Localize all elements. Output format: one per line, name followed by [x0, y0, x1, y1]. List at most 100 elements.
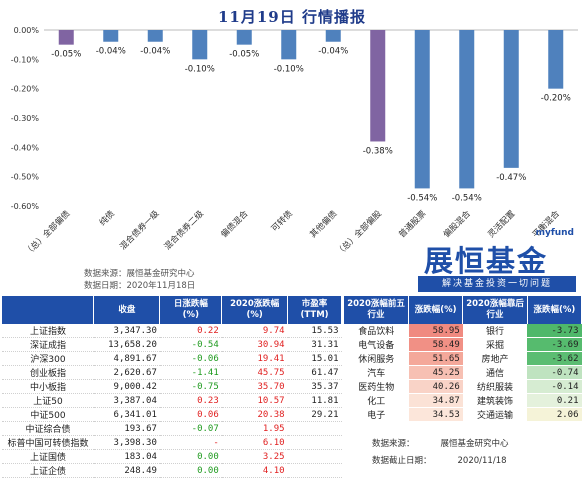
y-tick-label: -0.40% — [11, 143, 40, 152]
index-day-change: -0.75 — [159, 379, 222, 394]
top-sector-name: 休闲服务 — [344, 351, 409, 366]
data-label: -0.10% — [274, 64, 304, 74]
index-pe — [287, 421, 342, 436]
index-ytd-change: 9.74 — [221, 324, 288, 338]
index-close: 9,000.42 — [93, 379, 160, 394]
index-pe: 35.37 — [287, 379, 342, 394]
category-label: 可转债 — [269, 208, 295, 234]
index-day-change: - — [159, 435, 222, 450]
index-day-change: 0.06 — [159, 407, 222, 422]
index-pe — [287, 463, 342, 478]
bar — [503, 30, 519, 168]
bar — [236, 30, 252, 45]
data-label: -0.47% — [496, 173, 526, 183]
bottom-sector-name: 通信 — [462, 365, 528, 380]
bottom-sector-change: -3.69 — [527, 337, 582, 352]
bar — [548, 30, 564, 89]
bar — [325, 30, 341, 42]
data-label: -0.38% — [363, 146, 393, 156]
date-line: 数据日期：2020年11月18日 — [84, 281, 196, 291]
sector-row: 休闲服务 51.65 房地产 -3.62 — [344, 351, 582, 366]
index-pe — [287, 449, 342, 464]
header-pe: 市盈率 (TTM) — [287, 296, 342, 324]
index-ytd-change: 45.75 — [221, 365, 288, 380]
index-pe — [287, 435, 342, 450]
bottom-sector-change: 0.21 — [527, 393, 582, 408]
index-day-change: 0.00 — [159, 449, 222, 464]
bar — [459, 30, 475, 189]
bar — [58, 30, 74, 45]
index-name: 深证成指 — [2, 337, 94, 352]
bottom-sector-change: -3.73 — [527, 324, 582, 338]
brand-logo: myfund 展恒基金 解决基金投资一切问题 — [410, 228, 582, 294]
index-close: 248.49 — [93, 463, 160, 478]
bar-chart: 0.00% -0.10% -0.20% -0.30% -0.40% -0.50% -0.60… — [11, 26, 578, 258]
index-ytd-change: 6.10 — [221, 435, 288, 450]
index-day-change: -0.54 — [159, 337, 222, 352]
category-label: 偏债混合 — [219, 208, 251, 240]
chart-source: 数据来源：展恒基金研究中心 数据日期：2020年11月18日 — [84, 268, 195, 292]
index-row: 中证综合债 193.67 -0.07 1.95 — [2, 421, 342, 436]
index-day-change: -0.06 — [159, 351, 222, 366]
bottom-sector-change: 2.06 — [527, 407, 582, 422]
index-close: 3,347.30 — [93, 324, 160, 338]
index-ytd-change: 4.10 — [221, 463, 288, 478]
index-row: 创业板指 2,620.67 -1.41 45.75 61.47 — [2, 365, 342, 380]
index-row: 上证企债 248.49 0.00 4.10 — [2, 463, 342, 478]
index-close: 3,398.30 — [93, 435, 160, 450]
sector-row: 电气设备 58.49 采掘 -3.69 — [344, 337, 582, 352]
source-line: 数据来源：展恒基金研究中心 — [84, 269, 195, 279]
sector-table-header: 2020涨幅前五行业 涨跌幅(%) 2020涨幅靠后行业 涨跌幅(%) — [344, 296, 583, 324]
brand-tag: myfund — [535, 228, 574, 238]
header-name — [2, 296, 95, 324]
index-ytd-change: 20.38 — [221, 407, 288, 422]
index-ytd-change: 19.41 — [221, 351, 288, 366]
data-label: -0.04% — [96, 47, 126, 57]
data-label: -0.04% — [318, 47, 348, 57]
header-bottom-sector: 2020涨幅靠后行业 — [462, 296, 528, 324]
bottom-sector-change: -0.14 — [527, 379, 582, 394]
index-row: 标普中国可转债指数 3,398.30-6.10 — [2, 435, 342, 450]
index-name: 上证50 — [2, 393, 94, 408]
bar — [147, 30, 163, 42]
footer-source-label: 数据来源： — [372, 439, 415, 449]
index-day-change: 0.22 — [159, 324, 222, 338]
y-tick-label: -0.20% — [11, 85, 40, 94]
y-tick-label: -0.50% — [11, 173, 40, 182]
brand-slogan: 解决基金投资一切问题 — [418, 276, 576, 292]
index-pe: 15.01 — [287, 351, 342, 366]
index-ytd-change: 1.95 — [221, 421, 288, 436]
index-name: 中证综合债 — [2, 421, 94, 436]
footer-source-value: 展恒基金研究中心 — [440, 439, 509, 449]
index-ytd-change: 30.94 — [221, 337, 288, 352]
footer-date-value: 2020/11/18 — [457, 456, 507, 466]
index-close: 6,341.01 — [93, 407, 160, 422]
header-day-change: 日涨跌幅 (%) — [159, 296, 223, 324]
footer-date-label: 数据截止日期： — [372, 456, 432, 466]
index-ytd-change: 35.70 — [221, 379, 288, 394]
top-sector-change: 51.65 — [408, 351, 463, 366]
bottom-sector-name: 房地产 — [462, 351, 528, 366]
sector-table: 2020涨幅前五行业 涨跌幅(%) 2020涨幅靠后行业 涨跌幅(%) 食品饮料… — [344, 296, 583, 422]
bar — [281, 30, 297, 60]
category-label: 混合债券一级 — [118, 208, 162, 252]
data-label: -0.05% — [229, 50, 259, 60]
brand-name: 展恒基金 — [424, 244, 549, 278]
top-sector-change: 34.87 — [408, 393, 463, 408]
index-name: 上证国债 — [2, 449, 94, 464]
bottom-sector-name: 交通运输 — [462, 407, 528, 422]
index-pe: 31.31 — [287, 337, 342, 352]
index-close: 2,620.67 — [93, 365, 160, 380]
header-close: 收盘 — [93, 296, 161, 324]
bar — [192, 30, 208, 60]
index-name: 上证企债 — [2, 463, 94, 478]
bottom-sector-name: 采掘 — [462, 337, 528, 352]
index-day-change: 0.00 — [159, 463, 222, 478]
page-title: 11月19日 行情播报 — [218, 8, 366, 26]
index-name: 标普中国可转债指数 — [2, 435, 94, 450]
top-sector-name: 电子 — [344, 407, 409, 422]
index-day-change: -1.41 — [159, 365, 222, 380]
data-label: -0.54% — [452, 193, 482, 203]
index-table: 收盘 日涨跌幅 (%) 2020涨跌幅 (%) 市盈率 (TTM) 上证指数 3,347… — [2, 296, 342, 478]
index-name: 中证500 — [2, 407, 94, 422]
